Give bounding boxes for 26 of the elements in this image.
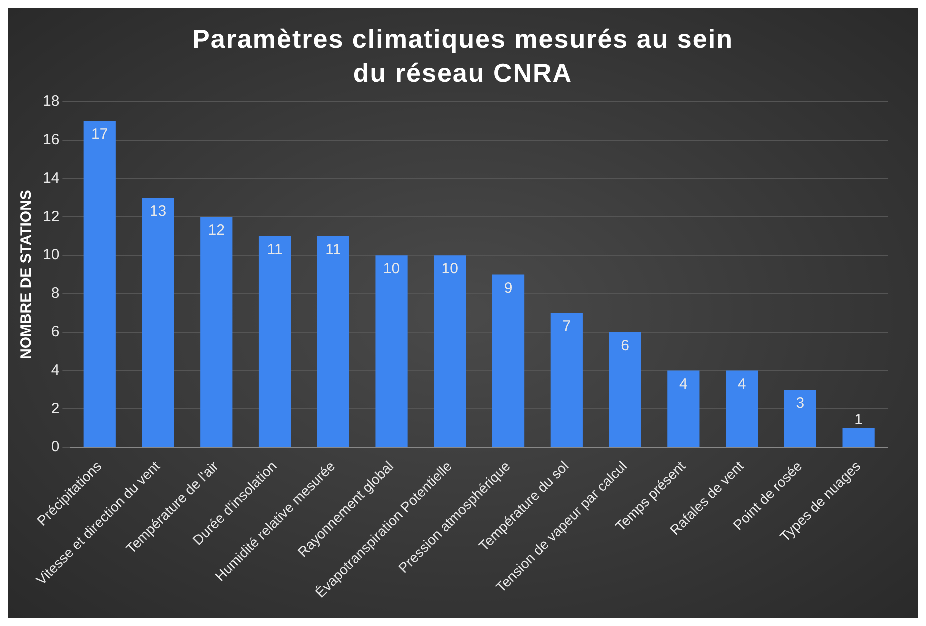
data-label: 10 <box>442 260 458 278</box>
y-tick-label: 0 <box>51 438 60 456</box>
data-label: 10 <box>383 260 400 278</box>
y-tick-label: 16 <box>42 132 60 149</box>
data-label: 4 <box>680 376 688 393</box>
y-tick-label: 14 <box>42 170 60 187</box>
y-tick-label: 4 <box>51 362 60 379</box>
data-label: 6 <box>621 337 630 354</box>
data-label: 3 <box>796 394 805 412</box>
data-label: 7 <box>562 318 572 336</box>
data-label: 1 <box>854 411 863 428</box>
data-label: 9 <box>504 280 513 297</box>
y-axis-title: NOMBRE DE STATIONS <box>18 190 36 360</box>
y-tick-label: 8 <box>51 285 60 302</box>
chart-title: Paramètres climatiques mesurés au sein du réseau CNRA <box>192 23 734 90</box>
y-tick-label: 12 <box>42 208 60 226</box>
y-tick-label: 18 <box>42 93 60 110</box>
data-label: 11 <box>326 241 342 258</box>
data-label: 13 <box>150 203 167 220</box>
y-tick-label: 10 <box>42 246 60 264</box>
data-label: 11 <box>267 241 283 258</box>
data-label: 12 <box>208 222 225 240</box>
data-label: 17 <box>92 126 108 144</box>
y-tick-label: 6 <box>51 324 60 341</box>
data-label: 4 <box>738 376 746 393</box>
y-tick-label: 2 <box>51 400 60 418</box>
